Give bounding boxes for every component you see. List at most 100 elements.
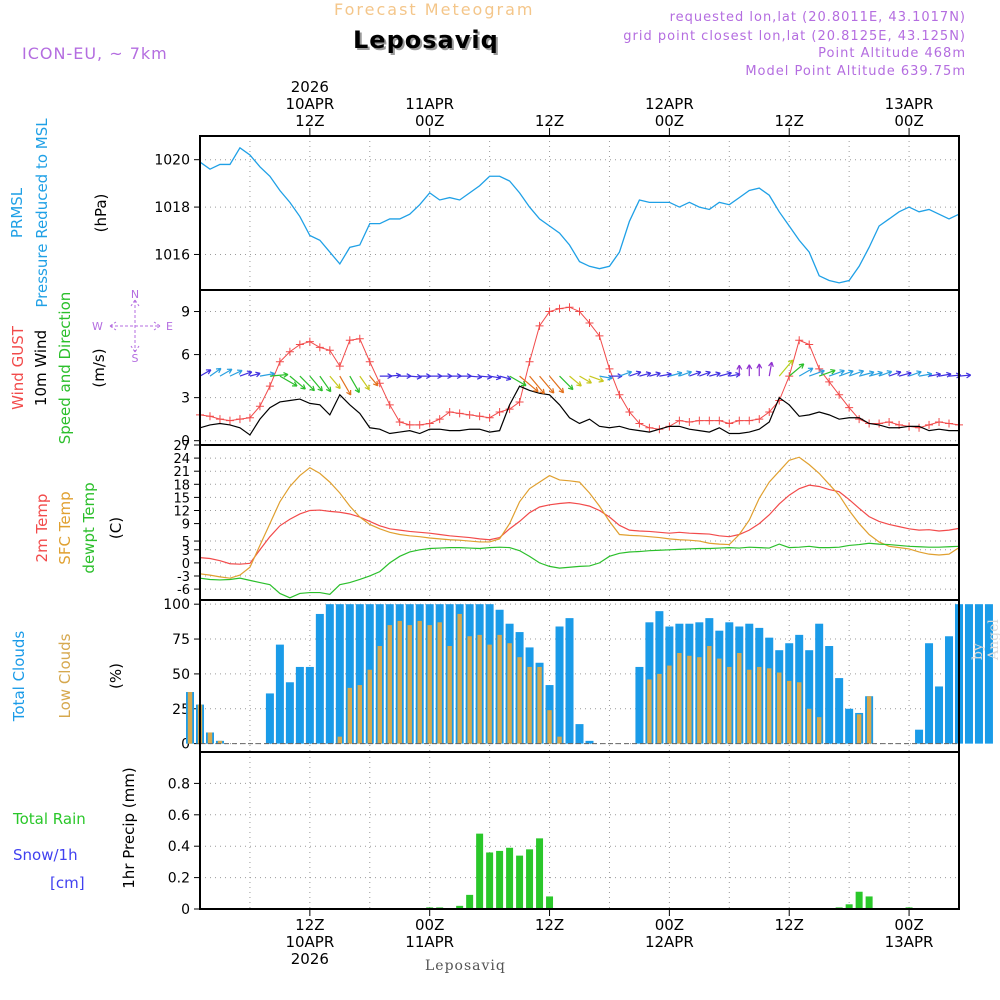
y-tick-label: 0 (181, 737, 190, 753)
compass-w: W (92, 320, 103, 333)
y-tick-label: 9 (182, 518, 190, 533)
top-time-label: 13APR (885, 95, 934, 113)
wind-direction-arrow (669, 370, 683, 377)
wind-direction-arrow (319, 375, 332, 393)
wind-direction-arrow (689, 370, 702, 377)
gust-marker (885, 418, 894, 427)
wind-direction-arrow (746, 364, 753, 377)
wind-title-gust: Wind GUST (9, 325, 27, 410)
gust-marker (515, 397, 524, 406)
gridpoint-coords: grid point closest lon,lat (20.8125E, 43… (623, 29, 966, 44)
wind-direction-arrow (878, 370, 893, 377)
low-cloud-bar (547, 710, 552, 744)
gust-marker (475, 412, 484, 421)
wind-direction-arrow (269, 371, 289, 378)
wind-direction-arrow (289, 375, 306, 390)
gust-marker (945, 419, 954, 428)
gust-marker (645, 423, 654, 432)
low-cloud-bar (477, 634, 482, 744)
top-time-label: 2026 (291, 78, 329, 96)
y-tick-label: 1016 (154, 247, 190, 263)
low-cloud-bar (557, 736, 562, 744)
rain-bar (865, 896, 873, 909)
gust-marker (555, 304, 564, 313)
total-cloud-bar (315, 613, 324, 744)
gust-marker (705, 416, 714, 425)
gust-marker (395, 418, 404, 427)
legend-rain: Total Rain (12, 810, 86, 828)
header: Forecast Meteogram Leposaviq ICON-EU, ~ … (0, 0, 1000, 90)
temp-title-sfc: SFC Temp (56, 491, 74, 564)
wind-direction-arrow (699, 370, 711, 377)
low-cloud-bar (387, 625, 392, 744)
wind-direction-arrow (709, 371, 721, 378)
rain-bar (536, 838, 544, 909)
y-tick-label: 0 (181, 434, 190, 450)
y-tick-label: 1018 (154, 200, 190, 216)
temp-ylabel: (C) (107, 517, 125, 539)
total-cloud-bar (925, 643, 934, 744)
y-tick-label: -6 (177, 583, 190, 598)
low-cloud-bar (866, 696, 872, 744)
total-cloud-bar (575, 724, 584, 744)
wind-direction-arrow (489, 374, 502, 381)
pressure-line (199, 146, 960, 284)
total-cloud-bar (325, 604, 334, 744)
rain-bar (456, 905, 464, 909)
total-cloud-bar (945, 636, 954, 744)
gust-marker (295, 340, 304, 349)
gust-marker (275, 357, 284, 366)
temp-title-2m: 2m Temp (33, 494, 51, 563)
y-tick-label: 9 (181, 305, 190, 321)
wind-direction-arrow (339, 375, 352, 396)
gust-marker (285, 347, 294, 356)
top-time-label: 00Z (655, 112, 684, 130)
cloud-title-low: Low Clouds (56, 633, 74, 718)
low-cloud-bar (767, 668, 772, 744)
bottom-time-label: 00Z (415, 916, 444, 934)
y-tick-label: 0.6 (168, 808, 190, 824)
gust-marker (615, 390, 624, 399)
gust-marker (235, 415, 244, 424)
total-cloud-bar (825, 646, 834, 744)
rain-bar (526, 849, 534, 909)
gust-marker (635, 419, 644, 428)
low-cloud-bar (727, 666, 732, 744)
gust-marker (535, 321, 544, 330)
total-cloud-bar (964, 604, 973, 744)
gust-marker (685, 418, 694, 427)
rain-bar (855, 891, 863, 909)
wind-title-direction: Speed and Direction (56, 292, 74, 445)
total-cloud-bar (835, 678, 844, 744)
gust-marker (625, 407, 634, 416)
total-cloud-bar (845, 708, 854, 744)
low-cloud-bar (797, 682, 802, 744)
requested-coords: requested lon,lat (20.8011E, 43.1017N) (669, 10, 966, 25)
temp-title-dewpt: dewpt Temp (80, 482, 98, 573)
y-tick-label: 0.2 (168, 871, 190, 887)
rain-bar (506, 847, 514, 909)
compass-e: E (166, 320, 173, 333)
low-cloud-bar (667, 665, 672, 744)
wind-direction-arrow (778, 359, 794, 377)
wind-direction-arrow (369, 375, 379, 387)
wind-panel: 0 3 6 9 N S W E (92, 288, 972, 450)
top-time-label: 12Z (775, 112, 804, 130)
gust-marker (795, 336, 804, 345)
gust-marker (925, 420, 934, 429)
low-cloud-bar (687, 655, 692, 744)
wind-direction-arrow (958, 372, 972, 379)
wind-direction-arrow (679, 370, 693, 377)
gust-marker (765, 407, 774, 416)
low-cloud-bar (507, 643, 512, 744)
compass-s: S (132, 352, 139, 365)
gust-marker (595, 331, 604, 340)
total-cloud-bar (585, 740, 594, 744)
wind-direction-arrow (309, 375, 323, 392)
low-cloud-bar (787, 680, 792, 744)
wind-direction-arrow (209, 367, 222, 377)
temp-2m-line (199, 484, 960, 565)
wind-direction-arrow (559, 375, 574, 391)
total-cloud-bar (345, 604, 354, 744)
